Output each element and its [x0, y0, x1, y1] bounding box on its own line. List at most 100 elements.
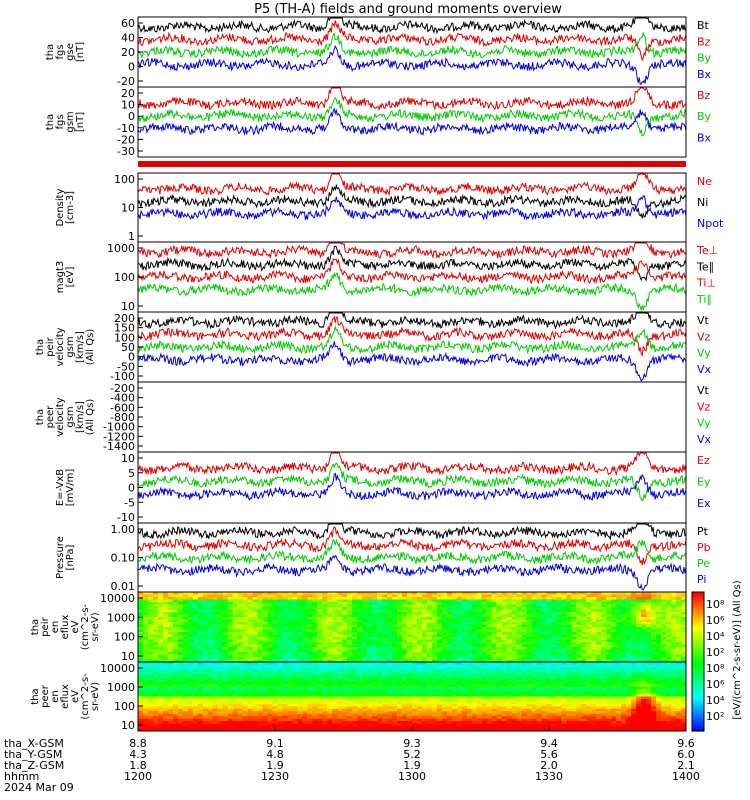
spec-cell	[407, 654, 413, 658]
spec-cell	[382, 669, 388, 673]
spec-cell	[402, 632, 408, 636]
spec-cell	[611, 639, 617, 643]
spec-cell	[247, 718, 254, 722]
spec-cell	[182, 647, 189, 651]
spec-cell	[227, 696, 234, 700]
spec-cell	[646, 649, 652, 653]
spec-cell	[267, 627, 274, 631]
spec-cell	[486, 629, 493, 633]
spec-cell	[217, 691, 224, 695]
spec-cell	[417, 674, 423, 678]
spec-cell	[307, 706, 313, 710]
spec-cell	[501, 639, 508, 643]
spec-cell	[551, 599, 558, 603]
spec-cell	[661, 652, 667, 656]
spec-cell	[412, 639, 418, 643]
spec-cell	[372, 691, 378, 695]
spec-cell	[581, 599, 587, 603]
spec-cell	[317, 627, 323, 631]
spec-cell	[207, 674, 214, 678]
spec-cell	[626, 614, 632, 618]
spec-cell	[197, 706, 204, 710]
spec-cell	[392, 604, 398, 608]
spec-cell	[257, 718, 264, 722]
spec-cell	[332, 708, 338, 712]
spec-cell	[377, 592, 383, 596]
spec-cell	[671, 647, 677, 651]
spec-cell	[217, 723, 224, 727]
spec-cell	[666, 632, 672, 636]
spec-cell	[347, 713, 353, 717]
spec-cell	[167, 599, 174, 603]
spec-cell	[148, 629, 154, 633]
spec-cell	[436, 706, 443, 710]
spec-cell	[167, 642, 174, 646]
spec-cell	[267, 681, 274, 685]
spec-cell	[601, 592, 607, 596]
spec-cell	[237, 711, 244, 715]
spec-cell	[307, 723, 313, 727]
spec-cell	[382, 594, 388, 598]
spec-cell	[626, 622, 632, 626]
spec-cell	[446, 647, 453, 651]
spec-cell	[521, 654, 528, 658]
spec-cell	[606, 632, 612, 636]
spec-cell	[431, 644, 438, 648]
spec-cell	[556, 612, 563, 616]
spec-cell	[387, 607, 393, 611]
spec-cell	[372, 674, 378, 678]
spec-cell	[337, 617, 343, 621]
spec-cell	[312, 716, 318, 720]
spec-cell	[641, 592, 647, 596]
spec-cell	[143, 632, 149, 636]
spec-cell	[337, 723, 343, 727]
spec-cell	[601, 597, 607, 601]
spec-cell	[571, 592, 577, 596]
spec-cell	[312, 609, 318, 613]
spec-cell	[307, 718, 313, 722]
spec-cell	[277, 721, 284, 725]
spec-cell	[267, 721, 274, 725]
spec-cell	[586, 659, 592, 662]
spec-cell	[422, 662, 428, 666]
spec-cell	[272, 723, 279, 727]
spec-cell	[581, 594, 587, 598]
spec-cell	[327, 612, 333, 616]
spec-cell	[138, 706, 144, 710]
spec-cell	[591, 632, 597, 636]
spec-cell	[192, 599, 199, 603]
spec-cell	[412, 599, 418, 603]
spec-cell	[332, 627, 338, 631]
spec-cell	[202, 639, 209, 643]
y-axis-label: fgs	[55, 44, 66, 59]
spec-cell	[377, 718, 383, 722]
spec-cell	[247, 684, 254, 688]
spec-cell	[581, 649, 587, 653]
spec-cell	[138, 649, 144, 653]
spec-cell	[561, 617, 568, 621]
spec-cell	[446, 657, 453, 661]
spec-cell	[182, 644, 189, 648]
spec-cell	[307, 659, 313, 662]
spec-cell	[222, 639, 229, 643]
spec-cell	[187, 624, 194, 628]
spec-cell	[357, 652, 363, 656]
spec-cell	[626, 634, 632, 638]
spec-cell	[596, 597, 602, 601]
spec-cell	[412, 671, 418, 675]
spec-cell	[177, 639, 184, 643]
spec-cell	[187, 612, 194, 616]
spec-cell	[197, 609, 204, 613]
spec-cell	[292, 642, 298, 646]
spec-cell	[197, 723, 204, 727]
spec-cell	[302, 627, 308, 631]
spec-cell	[606, 597, 612, 601]
spec-cell	[651, 654, 657, 658]
spec-cell	[202, 684, 209, 688]
spec-cell	[511, 639, 518, 643]
spec-cell	[272, 721, 279, 725]
spec-cell	[466, 627, 473, 631]
spec-cell	[601, 649, 607, 653]
spec-cell	[187, 629, 194, 633]
